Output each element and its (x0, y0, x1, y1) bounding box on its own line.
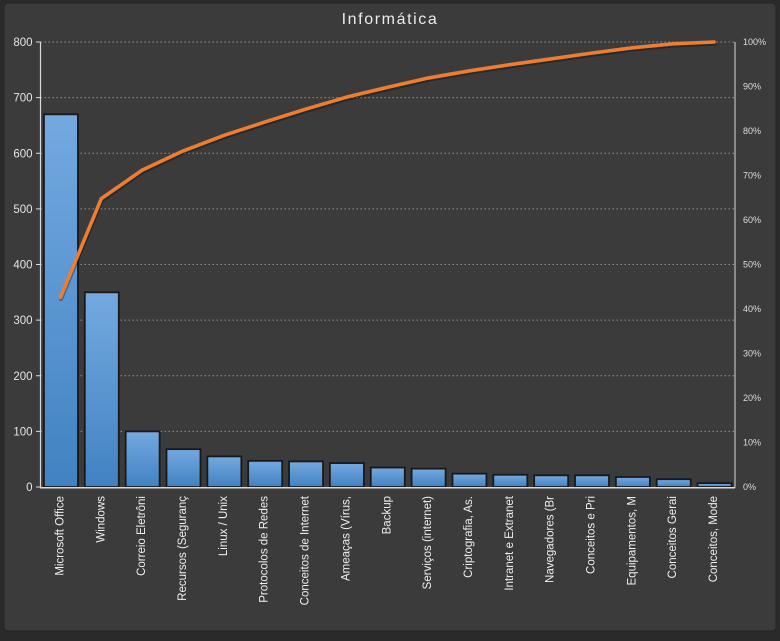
bar-Equipamentos, M (614, 476, 651, 488)
category-label: Criptografia, As. (463, 496, 475, 578)
cumulative-line-series (58, 40, 717, 302)
bar-Conceitos de Internet (288, 460, 324, 488)
right-axis-tick-label: 0% (743, 482, 756, 492)
axis-labels: 0 100 200 300 400 500 600 700 800 0% 10% 20% 30% 40% 5… (13, 37, 766, 605)
bar-Linux / Unix (206, 455, 243, 488)
category-label: Protocolos de Redes (259, 496, 271, 603)
category-label: Recursos (Seguranç (177, 496, 189, 601)
category-label: Conceitos Gerai (667, 496, 679, 578)
bar-Protocolos de Redes (247, 459, 284, 488)
left-axis-tick-label: 700 (13, 93, 32, 105)
category-label: Navegadores (Br (545, 496, 557, 583)
category-label: Ameaças (Vírus, (340, 496, 352, 581)
right-axis-tick-label: 10% (743, 438, 761, 448)
bar-Ameaças (Vírus, (328, 462, 365, 488)
category-label: Conceitos e Pri (586, 496, 598, 574)
category-label: Correio Eletrôni (136, 496, 148, 576)
left-axis-tick-label: 800 (13, 37, 32, 49)
bar-Intranet e Extranet (492, 473, 529, 488)
category-label: Microsoft Office (54, 496, 66, 576)
right-axis-tick-label: 100% (743, 37, 766, 47)
category-label: Serviços (internet) (422, 496, 434, 589)
right-axis-tick-label: 30% (743, 349, 761, 359)
bar-Backup (369, 466, 406, 488)
bar-Serviços (internet) (410, 467, 447, 488)
right-axis-tick-label: 40% (743, 304, 761, 314)
right-axis-tick-label: 70% (743, 171, 761, 181)
left-axis-tick-label: 300 (13, 315, 32, 327)
axes (36, 41, 736, 489)
left-axis-tick-label: 0 (26, 482, 32, 494)
bar-series (43, 113, 733, 488)
bar-Criptografia, As. (451, 472, 488, 488)
category-label: Conceitos, Mode (708, 496, 720, 582)
category-label: Windows (95, 496, 107, 543)
category-label: Equipamentos, M (626, 496, 638, 586)
bar-Microsoft Office (43, 113, 79, 488)
bar-Correio Eletrôni (124, 430, 161, 488)
right-axis-tick-label: 60% (743, 215, 761, 225)
left-axis-tick-label: 600 (13, 148, 32, 160)
category-label: Intranet e Extranet (504, 495, 516, 590)
right-axis-tick-label: 90% (743, 82, 761, 92)
category-label: Conceitos de Internet (300, 495, 312, 605)
category-label: Linux / Unix (218, 496, 230, 556)
bar-Recursos (Seguranç (165, 448, 202, 488)
bar-Windows (83, 291, 120, 488)
left-axis-tick-label: 100 (13, 426, 32, 438)
chart-title: Informática (342, 11, 439, 28)
bar-Conceitos Gerai (655, 478, 692, 488)
right-axis-tick-label: 80% (743, 126, 761, 136)
bar-Conceitos e Pri (574, 474, 610, 488)
category-label: Backup (381, 496, 393, 534)
cumulative-line (58, 40, 716, 300)
left-axis-tick-label: 200 (13, 371, 32, 383)
bar-Navegadores (Br (533, 474, 570, 488)
left-axis-tick-label: 500 (13, 204, 32, 216)
bar-Conceitos, Mode (696, 482, 733, 488)
left-axis-tick-label: 400 (13, 260, 32, 272)
right-axis-tick-label: 50% (743, 260, 761, 270)
right-axis-tick-label: 20% (743, 393, 761, 403)
